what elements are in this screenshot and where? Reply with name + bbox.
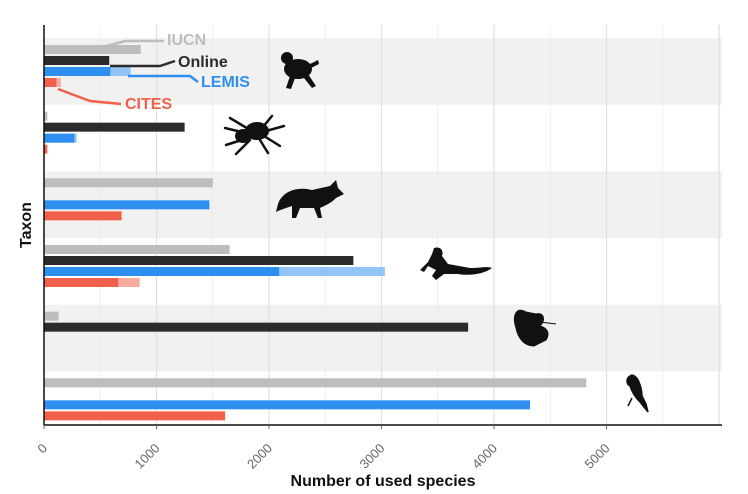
x-tick-label: 0: [34, 441, 50, 457]
legend-label-iucn: IUCN: [167, 32, 206, 49]
legend-layer: IUCN Online LEMIS CITES: [57, 32, 250, 113]
taxon-band: [44, 38, 722, 105]
grid-layer: [43, 25, 720, 425]
x-tick-label: 4000: [469, 441, 500, 472]
legend-label-online: Online: [178, 54, 228, 71]
bar-iucn: [44, 378, 587, 388]
bar-online: [44, 322, 469, 332]
legend-label-cites: CITES: [125, 96, 172, 113]
frog-silhouette-icon: [281, 52, 319, 89]
bar-cites: [44, 278, 119, 287]
bar-iucn: [44, 311, 59, 321]
bar-online: [44, 256, 354, 265]
bar-online: [44, 56, 110, 65]
bar-online: [44, 122, 185, 132]
legend-leader-line: [57, 87, 122, 106]
x-axis-title: Number of used species: [291, 473, 476, 490]
bar-layer: [44, 45, 587, 421]
bar-cites: [44, 411, 226, 421]
fox-silhouette-icon: [276, 180, 344, 218]
bar-iucn: [44, 245, 230, 254]
icon-layer: [223, 52, 649, 413]
legend-leader-line: [128, 74, 199, 83]
parrot-silhouette-icon: [626, 374, 649, 413]
x-tick-label: 5000: [582, 441, 613, 472]
bar-lemis: [44, 67, 111, 76]
taxon-band: [44, 304, 722, 372]
x-tick-label: 3000: [357, 441, 388, 472]
bar-iucn: [44, 111, 48, 121]
butterfly-silhouette-icon: [513, 309, 557, 347]
spider-silhouette-icon: [223, 114, 286, 156]
bar-lemis: [44, 200, 210, 210]
bar-cites: [44, 78, 57, 87]
bar-lemis: [44, 133, 75, 143]
bar-cites: [44, 211, 122, 221]
bar-lemis: [44, 267, 280, 276]
x-tick-label: 1000: [132, 441, 163, 472]
lizard-silhouette-icon: [420, 247, 492, 280]
bar-cites: [44, 144, 48, 154]
bar-iucn: [44, 178, 213, 188]
bar-lemis: [44, 400, 530, 410]
legend-label-lemis: LEMIS: [201, 74, 250, 91]
x-tick-label: 2000: [244, 441, 275, 472]
y-axis-title: Taxon: [18, 202, 35, 248]
legend-leader-line: [91, 39, 164, 52]
legend-leader-line: [110, 59, 176, 68]
